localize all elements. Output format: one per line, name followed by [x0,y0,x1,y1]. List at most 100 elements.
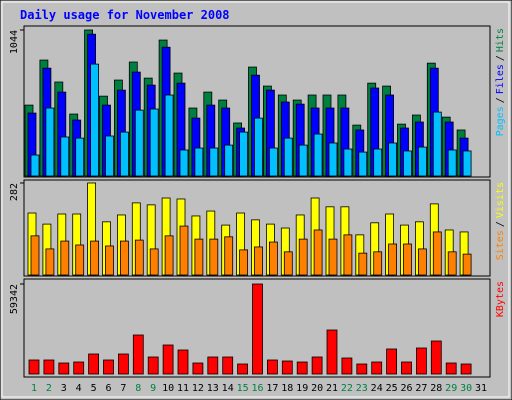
x-tick-label: 1 [31,383,37,394]
bar [281,360,293,375]
bar [296,361,308,375]
bar [298,238,308,276]
bar [343,234,353,276]
x-tick-label: 22 [341,383,353,394]
bar [328,142,338,177]
bar [120,131,129,177]
x-tick-label: 6 [105,383,111,394]
bar [164,235,174,276]
x-tick-label: 30 [460,383,472,394]
bar [415,347,427,375]
x-tick-label: 19 [296,383,308,394]
chart-title: Daily usage for November 2008 [20,8,230,22]
bar [73,361,85,375]
bar [60,240,70,276]
bar [268,147,278,177]
bar [326,329,338,375]
x-tick-label: 3 [61,383,67,394]
bar [268,241,278,276]
bar [343,148,353,177]
bar [341,357,353,375]
bar [28,359,40,375]
x-tick-label: 25 [386,383,398,394]
bar [147,356,159,375]
bar [356,363,368,375]
x-tick-label: 20 [311,383,323,394]
bar [283,251,293,276]
y-max-label: 59342 [9,284,20,314]
bar [239,249,249,276]
legend-entry: Hits [495,28,506,52]
bar [120,240,129,276]
x-tick-label: 2 [46,383,52,394]
bar [388,142,398,177]
x-tick-label: 23 [356,383,368,394]
x-tick-label: 16 [251,383,263,394]
x-tick-label: 7 [120,383,126,394]
x-tick-label: 12 [192,383,204,394]
x-tick-label: 28 [430,383,442,394]
bar [358,252,368,276]
bar [283,137,293,177]
bar [239,131,249,177]
bar [432,111,442,177]
bar [403,150,412,177]
bar [132,334,144,375]
x-tick-label: 10 [162,383,174,394]
bar [252,283,263,375]
bar [164,94,174,177]
legend-entry: Files [495,64,506,94]
bar [417,146,427,177]
y-max-label: 282 [9,183,20,201]
bar [447,251,457,276]
x-tick-label: 15 [237,383,249,394]
bar [58,362,70,375]
bar [417,248,427,276]
legend-separator: / [495,55,506,61]
bar [192,362,204,375]
bar [222,356,234,375]
bar [105,245,114,276]
x-tick-label: 13 [207,383,219,394]
bar [403,243,412,276]
bar [149,248,159,276]
legend: KBytes [495,281,506,317]
bar [90,240,99,276]
x-tick-label: 9 [150,383,156,394]
x-tick-label: 26 [400,383,412,394]
x-tick-label: 17 [266,383,278,394]
bar [266,359,278,375]
bar [386,348,398,375]
bar [313,133,323,177]
bar [149,108,159,177]
bar [311,356,323,375]
bar [45,107,55,177]
bar [373,148,383,177]
legend-entry: Sites [495,230,506,260]
bar [194,147,204,177]
bar [298,144,308,177]
x-tick-label: 29 [445,383,457,394]
bar [373,251,383,276]
bar [75,244,85,276]
x-tick-label: 31 [475,383,487,394]
bar [209,238,219,276]
bar [105,135,114,177]
bar [209,147,219,177]
bar [134,239,144,276]
legend: Pages / Files / Hits [495,28,506,136]
bar [60,136,70,177]
bar [179,225,189,276]
bar [358,151,368,177]
bar [462,150,472,177]
x-tick-label: 24 [371,383,383,394]
x-tick-label: 5 [91,383,97,394]
legend: Sites / Visits [495,182,506,260]
bar [224,236,234,276]
legend-entry: Pages [495,106,506,136]
bar [224,144,234,177]
x-tick-label: 8 [135,383,141,394]
bar [45,248,55,276]
legend-entry: Visits [495,182,506,218]
